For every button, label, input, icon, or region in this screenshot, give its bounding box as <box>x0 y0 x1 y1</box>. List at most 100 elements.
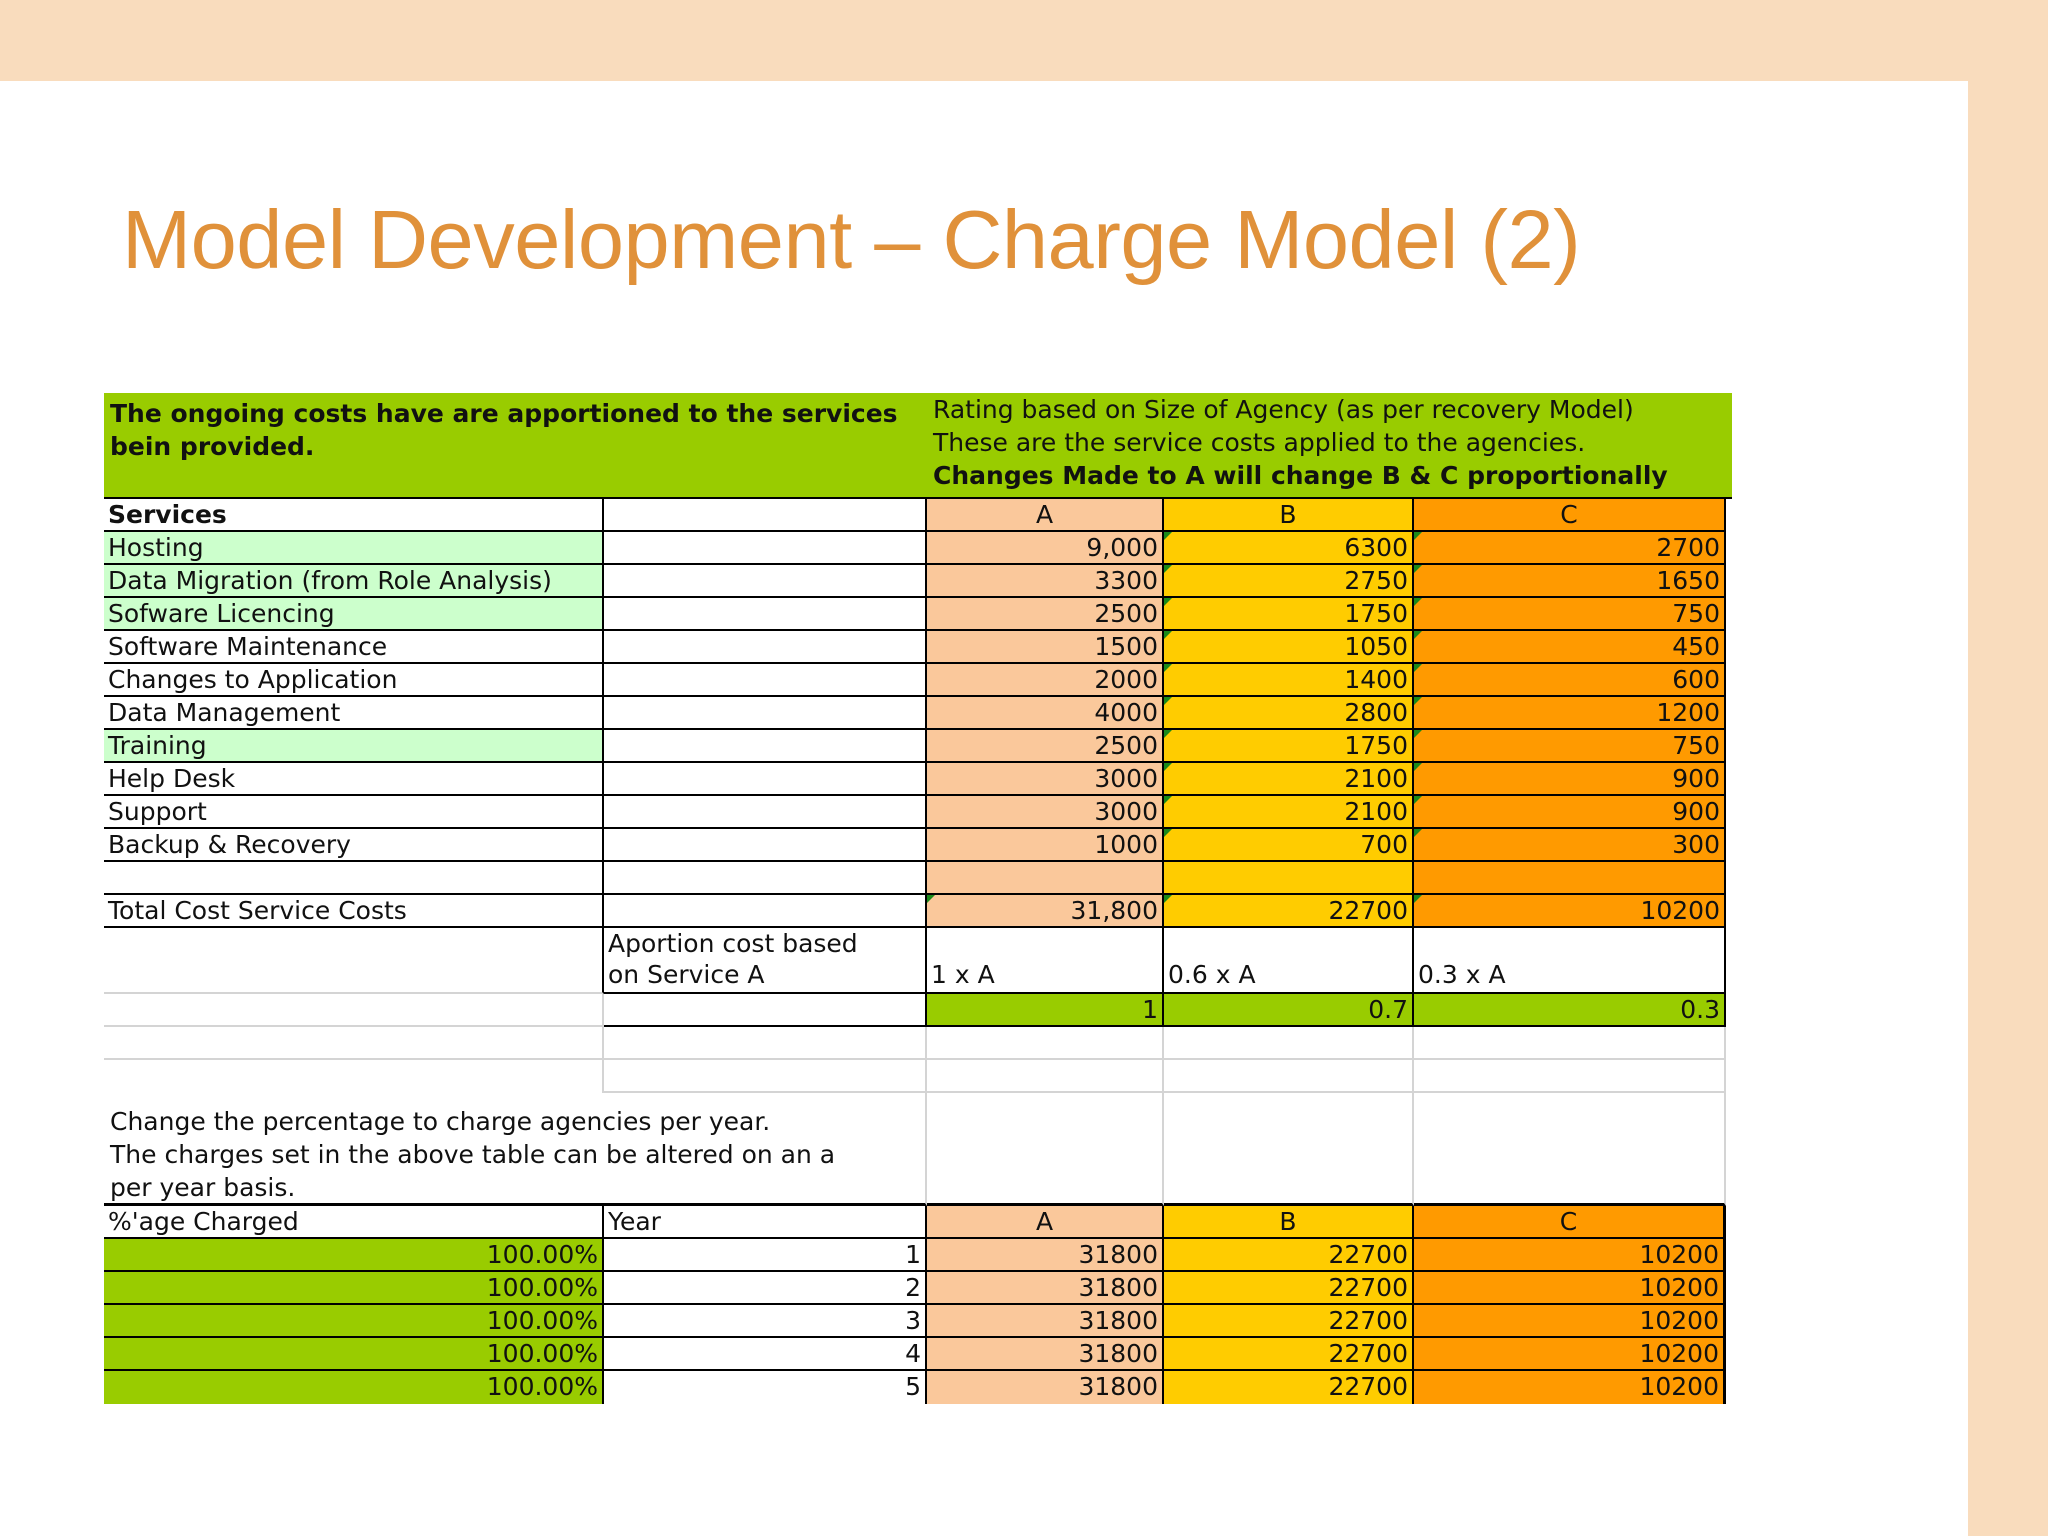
table-row: 100.00% 4 31800 22700 10200 <box>104 1338 1732 1371</box>
cost-a: 1000 <box>927 829 1164 862</box>
year-cost-b: 22700 <box>1164 1338 1414 1371</box>
table-row: Changes to Application 2000 1400 600 <box>104 664 1732 697</box>
service-name: Software Maintenance <box>104 631 604 664</box>
blank-cell <box>104 994 604 1027</box>
year-cost-c: 10200 <box>1414 1371 1726 1404</box>
blank-cell <box>104 928 604 994</box>
cost-c: 450 <box>1414 631 1726 664</box>
cost-a: 2500 <box>927 730 1164 763</box>
blank-cell <box>604 994 927 1027</box>
pct-charged: 100.00% <box>104 1305 604 1338</box>
cost-a: 2000 <box>927 664 1164 697</box>
year-cost-a: 31800 <box>927 1305 1164 1338</box>
services-header: Services <box>104 499 604 532</box>
year-cost-a: 31800 <box>927 1239 1164 1272</box>
year-number: 1 <box>604 1239 927 1272</box>
blank-cell <box>604 499 927 532</box>
apportion-line-1: Aportion cost based <box>608 929 858 958</box>
cost-b: 1750 <box>1164 730 1414 763</box>
right-decorative-band <box>1968 0 2048 1536</box>
cost-b: 1750 <box>1164 598 1414 631</box>
rating-line-1: Rating based on Size of Agency (as per r… <box>933 395 1634 424</box>
blank-cell <box>1164 1093 1414 1206</box>
cost-c: 900 <box>1414 796 1726 829</box>
apportion-line-2: on Service A <box>608 960 765 989</box>
service-name: Sofware Licencing <box>104 598 604 631</box>
table-row: Help Desk 3000 2100 900 <box>104 763 1732 796</box>
service-name: Support <box>104 796 604 829</box>
cost-c: 900 <box>1414 763 1726 796</box>
change-line-3: per year basis. <box>110 1173 296 1202</box>
blank-cell <box>927 1027 1164 1060</box>
factor-c: 0.3 <box>1414 994 1726 1027</box>
table-row: 100.00% 5 31800 22700 10200 <box>104 1371 1732 1404</box>
cost-b: 2800 <box>1164 697 1414 730</box>
cost-a: 1500 <box>927 631 1164 664</box>
year-cost-b: 22700 <box>1164 1305 1414 1338</box>
cost-c: 750 <box>1414 598 1726 631</box>
top-decorative-band <box>0 0 2048 81</box>
table-row: 100.00% 3 31800 22700 10200 <box>104 1305 1732 1338</box>
cost-b: 1050 <box>1164 631 1414 664</box>
blank-cell <box>604 763 927 796</box>
year-cost-c: 10200 <box>1414 1239 1726 1272</box>
cost-c: 1200 <box>1414 697 1726 730</box>
blank-cell <box>604 565 927 598</box>
blank-cell <box>1414 1060 1726 1093</box>
table-row: Support 3000 2100 900 <box>104 796 1732 829</box>
year-cost-b: 22700 <box>1164 1371 1414 1404</box>
rating-notes: Rating based on Size of Agency (as per r… <box>927 393 1726 497</box>
blank-cell <box>927 1060 1164 1093</box>
blank-cell <box>604 730 927 763</box>
slide-title: Model Development – Charge Model (2) <box>122 193 1581 286</box>
factor-b: 0.7 <box>1164 994 1414 1027</box>
pct-header: %'age Charged <box>104 1206 604 1239</box>
year-cost-b: 22700 <box>1164 1239 1414 1272</box>
blank-cell <box>604 631 927 664</box>
blank-cell <box>1164 862 1414 895</box>
cost-c: 300 <box>1414 829 1726 862</box>
service-name: Changes to Application <box>104 664 604 697</box>
year-cost-b: 22700 <box>1164 1272 1414 1305</box>
multiplier-b: 0.6 x A <box>1164 928 1414 994</box>
total-label: Total Cost Service Costs <box>104 895 604 928</box>
table-row: Hosting 9,000 6300 2700 <box>104 532 1732 565</box>
charge-model-table: The ongoing costs have are apportioned t… <box>104 393 1732 1404</box>
cost-b: 6300 <box>1164 532 1414 565</box>
apportion-label: Aportion cost based on Service A <box>604 928 927 994</box>
service-name: Data Migration (from Role Analysis) <box>104 565 604 598</box>
total-b: 22700 <box>1164 895 1414 928</box>
service-name: Backup & Recovery <box>104 829 604 862</box>
year-number: 5 <box>604 1371 927 1404</box>
blank-cell <box>604 895 927 928</box>
table-row: Software Maintenance 1500 1050 450 <box>104 631 1732 664</box>
cost-b: 700 <box>1164 829 1414 862</box>
year-header: Year <box>604 1206 927 1239</box>
year-cost-c: 10200 <box>1414 1338 1726 1371</box>
change-line-2: The charges set in the above table can b… <box>110 1140 836 1169</box>
blank-cell <box>927 862 1164 895</box>
blank-cell <box>1414 862 1726 895</box>
total-row: Total Cost Service Costs 31,800 22700 10… <box>104 895 1732 928</box>
cost-c: 1650 <box>1414 565 1726 598</box>
table-row: Training 2500 1750 750 <box>104 730 1732 763</box>
blank-cell <box>104 862 604 895</box>
cost-a: 9,000 <box>927 532 1164 565</box>
blank-cell <box>104 1060 604 1093</box>
blank-cell <box>604 532 927 565</box>
pct-charged: 100.00% <box>104 1371 604 1404</box>
cost-c: 750 <box>1414 730 1726 763</box>
blank-cell <box>604 1060 927 1093</box>
year-number: 3 <box>604 1305 927 1338</box>
service-name: Training <box>104 730 604 763</box>
column-header-row: Services A B C <box>104 499 1732 532</box>
blank-cell <box>604 697 927 730</box>
pct-charged: 100.00% <box>104 1272 604 1305</box>
table-header-block: The ongoing costs have are apportioned t… <box>104 393 1732 499</box>
table-row-empty <box>104 1060 1732 1093</box>
table-row: Data Management 4000 2800 1200 <box>104 697 1732 730</box>
cost-b: 2100 <box>1164 796 1414 829</box>
change-line-1: Change the percentage to charge agencies… <box>110 1107 771 1136</box>
blank-cell <box>104 1027 604 1060</box>
cost-a: 3000 <box>927 763 1164 796</box>
